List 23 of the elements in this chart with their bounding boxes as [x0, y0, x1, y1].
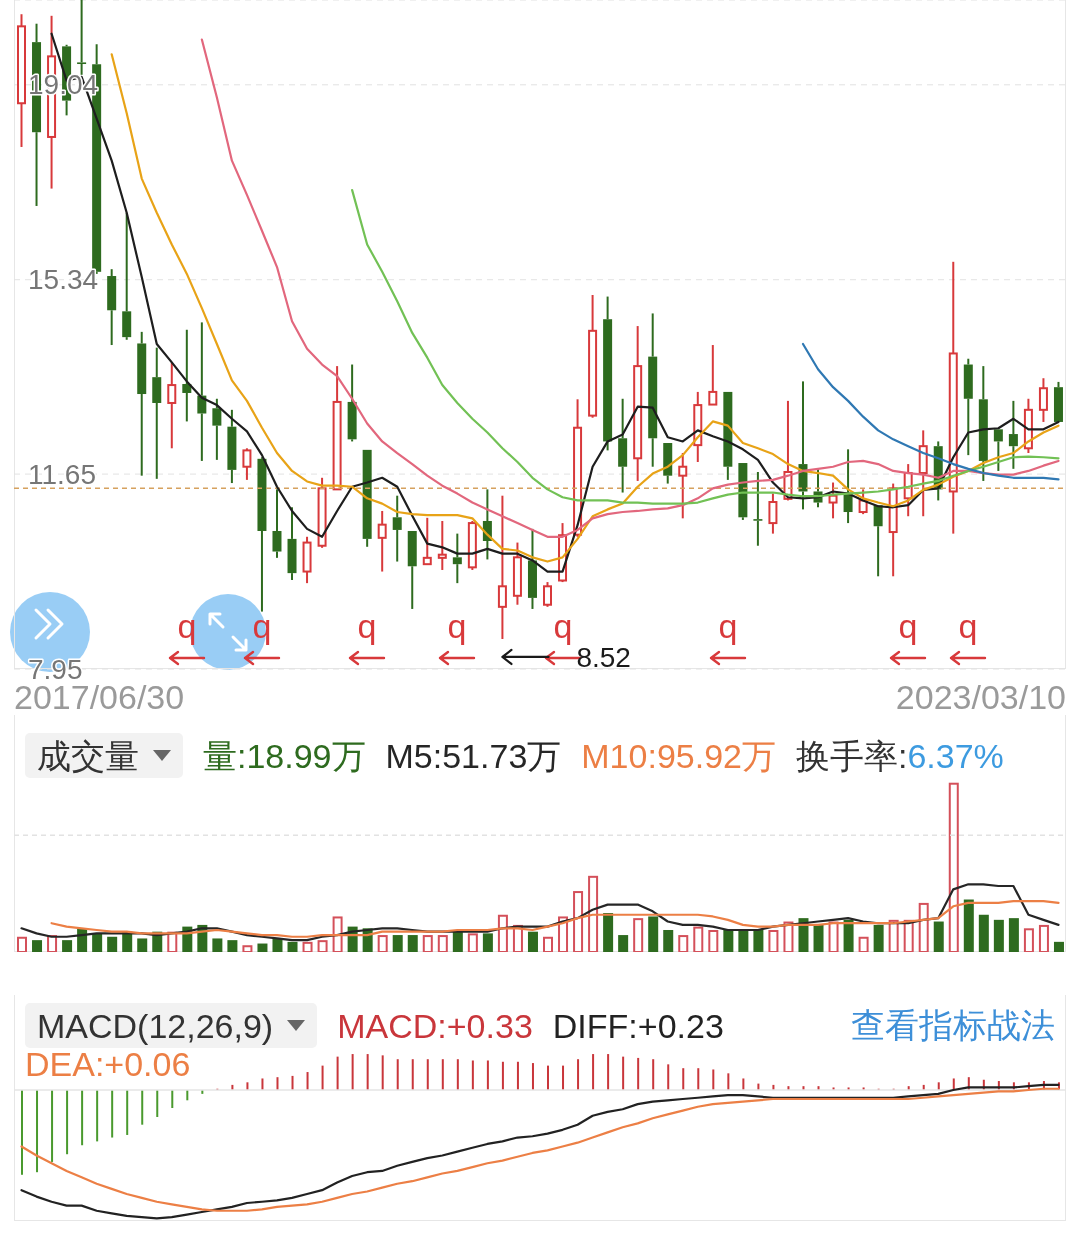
annotation: q: [958, 607, 978, 645]
y-tick-label: 15.34: [28, 264, 99, 296]
annotation: q: [177, 607, 197, 645]
annotation: q: [252, 607, 272, 645]
annotation: q: [553, 607, 573, 645]
text: 2023/03/10: [895, 678, 1066, 716]
text: 量:18.99万: [203, 736, 366, 775]
text: 换手率:6.37%: [795, 736, 1004, 775]
series-label: DIFF:+0.23: [552, 1006, 724, 1045]
annotation: q: [447, 607, 467, 645]
y-tick-label: 11.65: [28, 458, 96, 490]
series-label: MACD:+0.33: [337, 1006, 533, 1045]
text: 查看指标战法: [851, 1004, 1055, 1046]
annotation: q: [357, 607, 377, 645]
text: M10:95.92万: [581, 736, 776, 775]
annotation: q: [718, 607, 738, 645]
chart-title: 成交量: [37, 736, 139, 775]
text: M5:51.73万: [385, 736, 562, 775]
series-label: DEA:+0.06: [25, 1045, 191, 1083]
annotation: q: [898, 607, 918, 645]
annotation: 8.52: [576, 641, 631, 673]
chart-title: MACD(12,26,9): [37, 1006, 274, 1045]
text: 2017/06/30: [14, 678, 185, 716]
